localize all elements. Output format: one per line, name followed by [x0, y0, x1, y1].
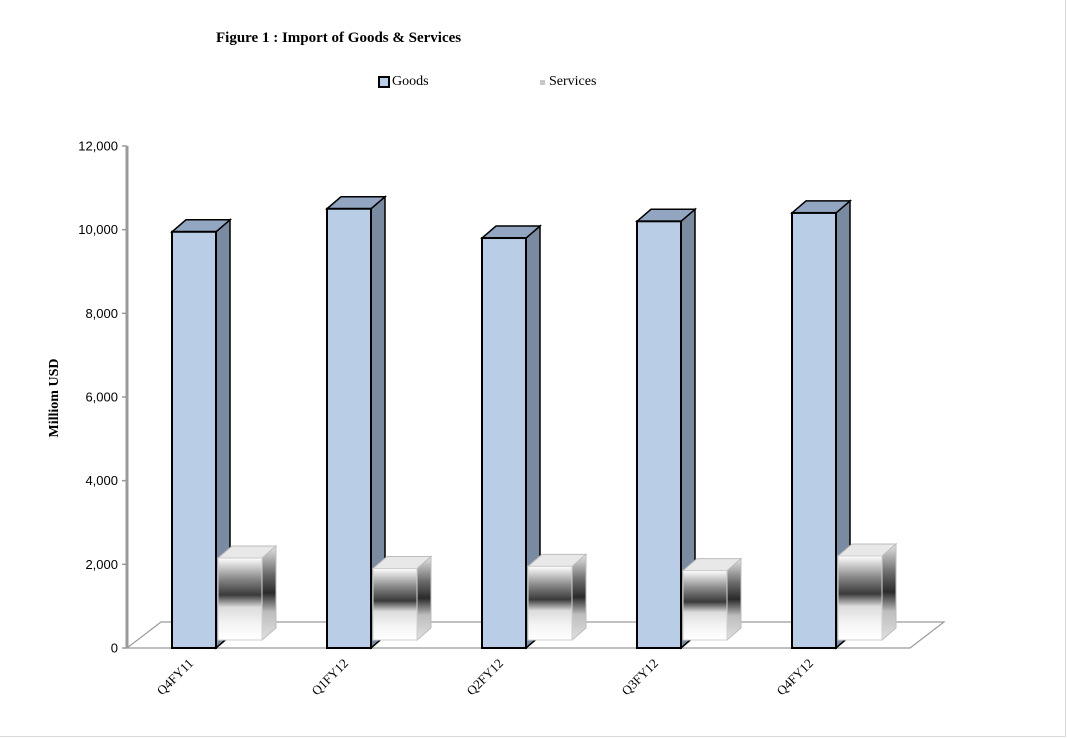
- x-tick-label: Q3FY12: [618, 656, 661, 699]
- bar-goods-front: [636, 220, 682, 650]
- bar-services-Q2FY12: [526, 553, 588, 642]
- legend-swatch-goods: [378, 76, 390, 88]
- x-tick-label: Q1FY12: [308, 656, 351, 699]
- bar-goods-Q4FY11: [169, 218, 233, 650]
- bar-services-front: [837, 555, 883, 641]
- legend-item-goods: Goods: [378, 74, 429, 90]
- bar-services-front: [682, 570, 728, 641]
- x-tick-label: Q4FY11: [154, 656, 196, 698]
- bar-goods-Q4FY12: [789, 199, 853, 650]
- y-tick-label: 2,000: [85, 557, 118, 572]
- legend-swatch-services: [540, 79, 545, 85]
- bar-goods-Q1FY12: [324, 195, 388, 650]
- bar-goods-front: [481, 237, 527, 650]
- bar-services-Q4FY11: [216, 544, 278, 642]
- chart-title: Figure 1 : Import of Goods & Services: [216, 30, 462, 46]
- y-tick-label: 4,000: [85, 473, 118, 488]
- bar-services-front: [372, 568, 418, 641]
- bar-services-front: [527, 565, 573, 641]
- y-tick-label: 10,000: [78, 222, 118, 237]
- bar-goods-front: [326, 207, 372, 649]
- bar-services-Q4FY12: [836, 542, 898, 642]
- bar-goods-Q3FY12: [634, 207, 698, 650]
- y-tick-label: 0: [111, 641, 118, 656]
- y-tick-label: 8,000: [85, 306, 118, 321]
- x-tick-label: Q4FY12: [773, 656, 816, 699]
- x-tick-label: Q2FY12: [463, 656, 506, 699]
- bar-services-side: [261, 544, 277, 642]
- bar-services-side: [726, 557, 742, 642]
- legend-item-services: Services: [540, 74, 596, 90]
- y-tick-label: 12,000: [78, 139, 118, 154]
- y-tick-label: 6,000: [85, 390, 118, 405]
- bar-services-side: [571, 553, 587, 642]
- legend-label-goods: Goods: [392, 74, 429, 89]
- bar-services-front: [217, 557, 263, 641]
- legend-label-services: Services: [549, 74, 597, 89]
- bar-services-side: [881, 542, 897, 642]
- bar-goods-front: [171, 230, 217, 649]
- bar-services-Q3FY12: [681, 557, 743, 642]
- bar-goods-front: [791, 211, 837, 650]
- bar-services-side: [416, 555, 432, 642]
- bar-services-Q1FY12: [371, 555, 433, 642]
